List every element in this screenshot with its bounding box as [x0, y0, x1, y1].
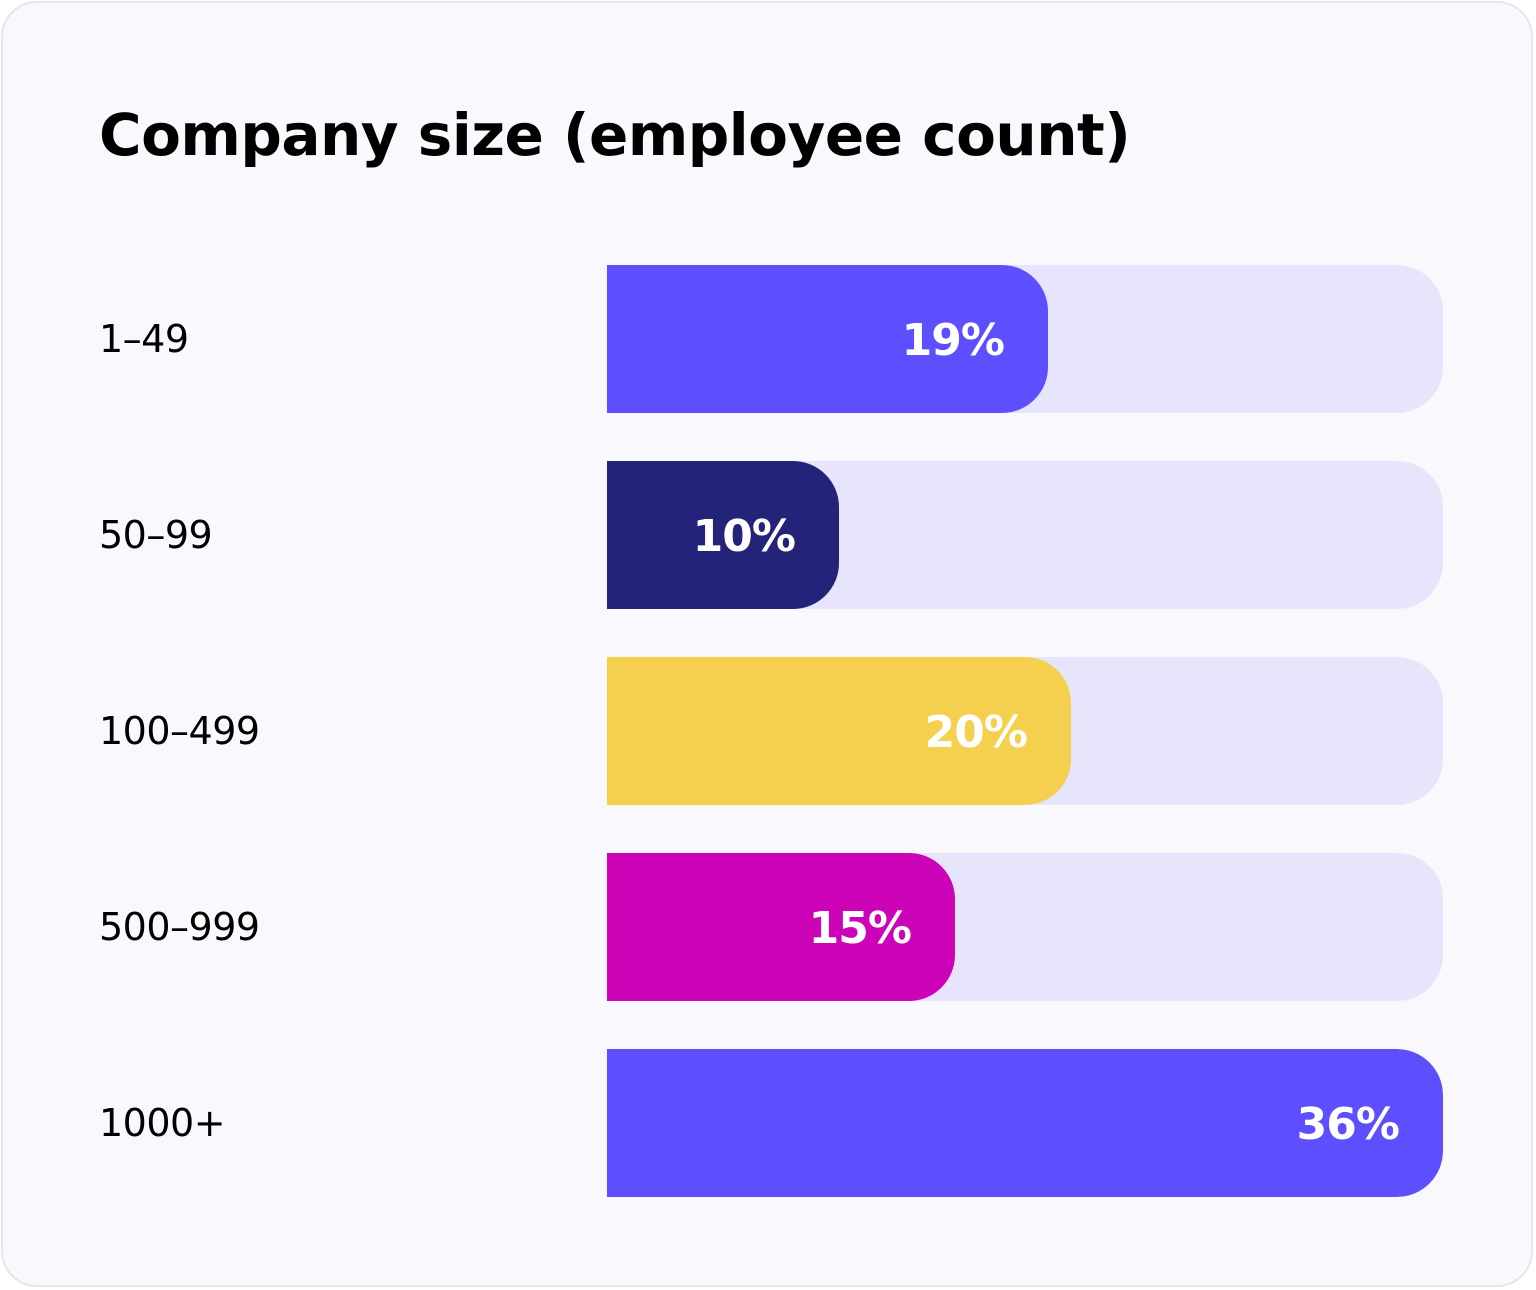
bar-row: 50–99 10% — [3, 461, 1536, 609]
value-label: 15% — [808, 903, 912, 954]
bar: 19% — [607, 265, 1048, 413]
category-label: 100–499 — [99, 709, 260, 753]
bar-row: 100–499 20% — [3, 657, 1536, 805]
bar: 20% — [607, 657, 1071, 805]
value-label: 10% — [692, 511, 796, 562]
bar-track: 15% — [607, 853, 1443, 1001]
bar-track: 20% — [607, 657, 1443, 805]
value-label: 19% — [901, 315, 1005, 366]
bar: 10% — [607, 461, 839, 609]
bar-row: 1000+ 36% — [3, 1049, 1536, 1197]
value-label: 36% — [1296, 1099, 1400, 1150]
chart-title: Company size (employee count) — [99, 101, 1131, 169]
category-label: 1000+ — [99, 1101, 226, 1145]
bar: 36% — [607, 1049, 1443, 1197]
bar-track: 10% — [607, 461, 1443, 609]
bar: 15% — [607, 853, 955, 1001]
bar-track: 19% — [607, 265, 1443, 413]
bar-track: 36% — [607, 1049, 1443, 1197]
category-label: 500–999 — [99, 905, 260, 949]
category-label: 1–49 — [99, 317, 189, 361]
value-label: 20% — [924, 707, 1028, 758]
bar-row: 500–999 15% — [3, 853, 1536, 1001]
bar-row: 1–49 19% — [3, 265, 1536, 413]
category-label: 50–99 — [99, 513, 213, 557]
